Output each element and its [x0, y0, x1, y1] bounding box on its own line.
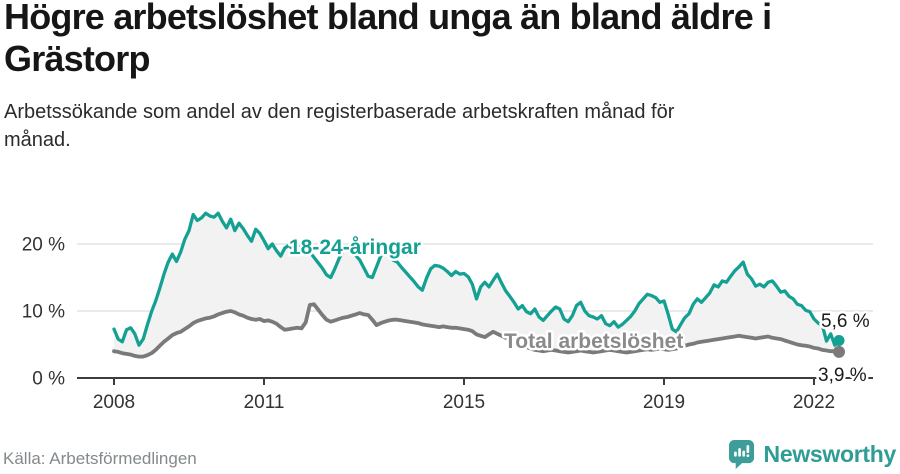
end-label-total: 3,9 %	[818, 365, 867, 386]
x-tick-label-2011: 2011	[244, 392, 285, 413]
y-tick-label-0: 0 %	[32, 369, 65, 390]
x-tick-label-2008: 2008	[93, 392, 135, 413]
logo-bar-3	[741, 450, 745, 457]
series-label-youth: 18-24-åringar	[289, 236, 421, 259]
newsworthy-logo: Newsworthy	[728, 439, 896, 470]
series-label-total: Total arbetslöshet	[504, 330, 683, 353]
y-tick-label-10: 10 %	[22, 302, 65, 323]
y-tick-label-20: 20 %	[22, 235, 65, 256]
logo-exclamation-dot	[746, 454, 749, 458]
x-tick-label-2022: 2022	[793, 392, 835, 413]
logo-bar-2	[737, 448, 741, 457]
logo-exclamation-bar	[746, 445, 749, 454]
logo-bar-1	[733, 451, 737, 457]
source-note: Källa: Arbetsförmedlingen	[3, 449, 197, 468]
end-dot-total	[833, 345, 846, 358]
x-tick-label-2015: 2015	[443, 392, 485, 413]
end-dot-youth	[833, 334, 845, 346]
newsworthy-logo-text: Newsworthy	[763, 441, 897, 467]
end-label-youth: 5,6 %	[821, 311, 870, 332]
series-line-youth	[112, 211, 841, 347]
newsworthy-logo-icon	[728, 440, 754, 469]
series-line-total	[112, 302, 841, 359]
page-subtitle: Arbetssökande som andel av den registerb…	[4, 101, 675, 151]
logo-bubble-shape	[728, 440, 754, 469]
page-title: Högre arbetslöshet bland unga än bland ä…	[4, 0, 772, 80]
x-tick-label-2019: 2019	[643, 392, 685, 413]
